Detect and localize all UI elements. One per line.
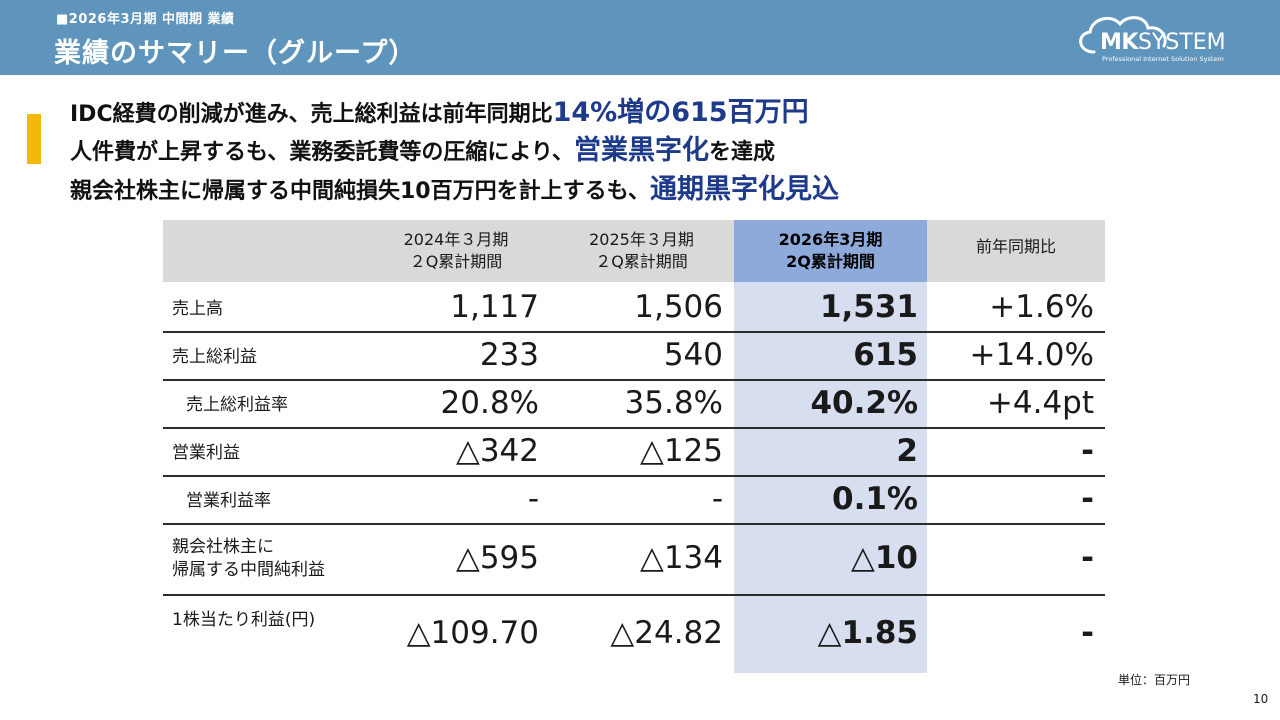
table-cell: △134 <box>639 540 723 576</box>
column-header-line1: 2026年3月期 <box>778 230 883 250</box>
table-cell: 20.8% <box>440 385 539 421</box>
message-line-2: 人件費が上昇するも、業務委託費等の圧縮により、営業黒字化を達成 <box>70 128 775 167</box>
table-cell: 1,531 <box>819 289 918 325</box>
row-label-operating-margin: 営業利益率 <box>186 491 271 511</box>
cloud-icon <box>1079 16 1167 54</box>
table-cell: - <box>1081 540 1094 576</box>
table-cell: +14.0% <box>969 337 1094 373</box>
highlight-column-bg <box>734 220 927 673</box>
table-cell: △342 <box>455 433 539 469</box>
header-bar: ■2026年3月期 中間期 業績 業績のサマリー（グループ） MKSYSTEM … <box>0 0 1280 75</box>
table-cell: 1,117 <box>450 289 539 325</box>
message-3-highlight: 通期黒字化見込 <box>649 174 839 205</box>
column-header-line2: ２Q累計期間 <box>409 252 503 271</box>
slide-title: 業績のサマリー（グループ） <box>54 38 417 69</box>
table-cell: 233 <box>479 337 539 373</box>
row-divider <box>163 427 1105 429</box>
message-2-pre: 人件費が上昇するも、業務委託費等の圧縮により、 <box>70 140 575 165</box>
column-header-line1: 前年同期比 <box>975 237 1056 256</box>
table-cell: 2 <box>896 433 918 469</box>
table-cell: - <box>711 481 723 517</box>
row-label-gross-profit: 売上総利益 <box>172 347 257 367</box>
slide-subtitle: ■2026年3月期 中間期 業績 <box>56 12 235 27</box>
table-cell: 615 <box>853 337 918 373</box>
table-cell: - <box>527 481 539 517</box>
message-1-highlight: 14%増の615百万円 <box>552 97 809 128</box>
table-cell: - <box>1081 433 1094 469</box>
row-label-sales: 売上高 <box>172 299 223 319</box>
row-label-line2: 帰属する中間純利益 <box>172 559 325 580</box>
accent-bar <box>27 114 41 164</box>
column-header-line1: 2024年３月期 <box>403 230 509 250</box>
row-divider <box>163 594 1105 596</box>
column-header-fy2025: 2025年３月期 ２Q累計期間 <box>549 220 734 282</box>
column-header-fy2026: 2026年3月期 2Q累計期間 <box>734 220 927 282</box>
message-2-highlight: 営業黒字化 <box>574 135 710 166</box>
logo-wordmark-thin: SYSTEM <box>1137 30 1226 55</box>
row-divider <box>163 523 1105 525</box>
table-cell: 40.2% <box>810 385 918 421</box>
message-line-3: 親会社株主に帰属する中間純損失10百万円を計上するも、通期黒字化見込 <box>70 167 839 206</box>
row-label-gross-margin: 売上総利益率 <box>186 395 288 415</box>
company-logo: MKSYSTEM Professional Internet Solution … <box>1072 8 1240 68</box>
table-cell: △24.82 <box>610 615 723 651</box>
table-cell: +1.6% <box>989 289 1094 325</box>
row-label-line1: 親会社株主に <box>172 537 274 557</box>
table-cell: △10 <box>851 540 918 576</box>
table-cell: 1,506 <box>634 289 723 325</box>
table-cell: △125 <box>639 433 723 469</box>
table-cell: +4.4pt <box>986 385 1094 421</box>
table-cell: 540 <box>663 337 723 373</box>
table-cell: - <box>1081 481 1094 517</box>
column-header-line2: ２Q累計期間 <box>595 252 688 271</box>
table-cell: △1.85 <box>817 615 918 651</box>
row-divider <box>163 331 1105 333</box>
column-header-yoy: 前年同期比 <box>927 220 1105 282</box>
logo-wordmark: MKSYSTEM <box>1100 30 1226 55</box>
table-cell: - <box>1081 615 1094 651</box>
table-cell: △595 <box>455 540 539 576</box>
message-line-1: IDC経費の削減が進み、売上総利益は前年同期比14%増の615百万円 <box>70 90 809 129</box>
row-divider <box>163 475 1105 477</box>
column-header-line2: 2Q累計期間 <box>786 252 875 271</box>
unit-note: 単位：百万円 <box>1118 673 1191 687</box>
message-1-pre: IDC経費の削減が進み、売上総利益は前年同期比 <box>70 102 553 127</box>
row-divider <box>163 379 1105 381</box>
page-number: 10 <box>1253 692 1269 706</box>
table-cell: 35.8% <box>624 385 723 421</box>
logo-tagline: Professional Internet Solution System <box>1102 55 1224 63</box>
row-label-net-income: 親会社株主に 帰属する中間純利益 <box>172 536 325 582</box>
column-header-fy2024: 2024年３月期 ２Q累計期間 <box>363 220 549 282</box>
column-header-line1: 2025年３月期 <box>589 230 694 250</box>
row-label-eps: 1株当たり利益(円) <box>172 610 316 630</box>
table-header-bg <box>163 220 1105 282</box>
table-cell: △109.70 <box>406 615 539 651</box>
row-label-operating-profit: 営業利益 <box>172 443 240 463</box>
message-2-post: を達成 <box>709 140 776 165</box>
logo-wordmark-bold: MK <box>1100 30 1138 55</box>
message-3-pre: 親会社株主に帰属する中間純損失10百万円を計上するも、 <box>70 179 650 204</box>
table-cell: 0.1% <box>832 481 918 517</box>
